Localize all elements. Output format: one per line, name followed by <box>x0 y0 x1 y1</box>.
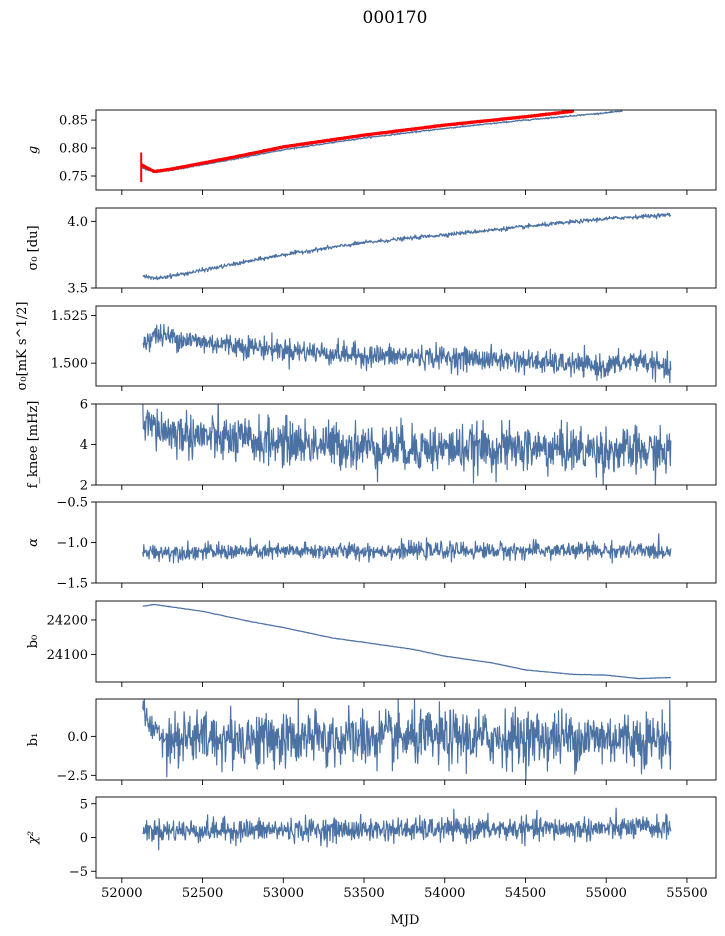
axes-frame-b1 <box>95 698 717 781</box>
axes-frame-g <box>95 109 717 191</box>
y-tick-label-sigma0-1: 4.0 <box>67 215 88 230</box>
panel-sigma0_mK: 1.500 1.525 σ₀[mK s^1/2] <box>15 302 717 391</box>
axes-frame-sigma0_mK <box>95 305 717 387</box>
series-line-chi2-0 <box>142 807 672 851</box>
panel-alpha: −1.5 −1.0 −0.5 α <box>26 496 717 592</box>
x-axis-label: MJD <box>391 913 420 928</box>
plot-area-fknee <box>142 404 672 485</box>
y-tick-label-sigma0_mK-0: 1.500 <box>51 357 88 372</box>
series-line-g-1 <box>140 110 576 174</box>
y-tick-label-sigma0_mK-1: 1.525 <box>51 309 88 324</box>
axes-frame-chi2 <box>95 796 717 879</box>
y-tick-label-sigma0-0: 3.5 <box>67 282 88 297</box>
series-line-g-0 <box>140 110 623 174</box>
y-axis-label-sigma0: σ₀ [du] <box>26 225 41 270</box>
plot-area-sigma0 <box>142 212 672 281</box>
y-axis-label-alpha: α <box>26 538 41 547</box>
y-tick-label-b1-0: −2.5 <box>56 769 88 784</box>
x-tick-label-2: 53000 <box>263 886 304 901</box>
y-tick-label-fknee-0: 2 <box>80 479 88 494</box>
plot-area-g <box>140 110 623 183</box>
panels: 0.75 0.80 0.85 g 3.5 4.0 σ₀ [du] 1.500 1.525 σ₀[m… <box>15 109 717 901</box>
x-tick-label-3: 53500 <box>343 886 384 901</box>
x-tick-label-6: 55000 <box>586 886 627 901</box>
plot-area-alpha <box>142 533 672 564</box>
panel-sigma0: 3.5 4.0 σ₀ [du] <box>26 207 717 297</box>
y-axis-label-sigma0_mK: σ₀[mK s^1/2] <box>15 302 30 391</box>
plot-area-b0 <box>142 603 671 680</box>
plot-area-b1 <box>142 699 672 780</box>
axes-frame-b0 <box>95 600 717 683</box>
panel-chi2: −5 0 5 52000 52500 53000 53500 54000 54500 55000 5… <box>26 796 717 901</box>
x-tick-label-0: 52000 <box>101 886 142 901</box>
axes-frame-alpha <box>95 501 717 584</box>
y-tick-label-fknee-1: 4 <box>80 438 88 453</box>
y-tick-label-alpha-0: −1.5 <box>56 577 88 592</box>
panel-b0: 24100 24200 b₀ <box>26 600 717 687</box>
x-tick-label-1: 52500 <box>182 886 223 901</box>
plot-area-sigma0_mK <box>142 323 672 384</box>
panel-b1: −2.5 0.0 b₁ <box>26 698 717 785</box>
panel-fknee: 2 4 6 f_knee [mHz] <box>26 398 717 494</box>
series-line-b1-0 <box>142 699 672 780</box>
series-line-alpha-0 <box>142 533 672 564</box>
y-tick-label-alpha-1: −1.0 <box>56 536 88 551</box>
y-tick-label-alpha-2: −0.5 <box>56 496 88 511</box>
series-line-sigma0_mK-0 <box>142 323 672 384</box>
axes-frame-sigma0 <box>95 207 717 289</box>
y-tick-label-fknee-2: 6 <box>80 398 88 413</box>
series-line-b0-0 <box>142 603 671 680</box>
x-tick-label-5: 54500 <box>505 886 546 901</box>
y-axis-label-g: g <box>26 146 41 154</box>
x-tick-label-4: 54000 <box>424 886 465 901</box>
series-line-sigma0-0 <box>142 212 672 281</box>
y-axis-label-b0: b₀ <box>26 635 41 649</box>
y-tick-label-g-2: 0.85 <box>59 114 88 129</box>
x-tick-label-7: 55500 <box>666 886 707 901</box>
panel-g: 0.75 0.80 0.85 g <box>26 109 717 195</box>
y-tick-label-chi2-1: 0 <box>80 831 88 846</box>
figure-title: 000170 <box>363 8 428 28</box>
y-tick-label-chi2-0: −5 <box>69 865 88 880</box>
y-tick-label-chi2-2: 5 <box>80 797 88 812</box>
y-axis-label-fknee: f_knee [mHz] <box>26 401 41 489</box>
y-tick-label-b1-1: 0.0 <box>67 730 88 745</box>
y-tick-label-g-1: 0.80 <box>59 142 88 157</box>
y-tick-label-b0-0: 24100 <box>47 648 88 663</box>
y-tick-label-g-0: 0.75 <box>59 170 88 185</box>
y-axis-label-chi2: χ² <box>26 831 41 845</box>
y-axis-label-b1: b₁ <box>26 733 41 747</box>
y-tick-label-b0-1: 24200 <box>47 613 88 628</box>
plot-area-chi2 <box>142 807 672 851</box>
series-line-fknee-0 <box>142 404 672 485</box>
